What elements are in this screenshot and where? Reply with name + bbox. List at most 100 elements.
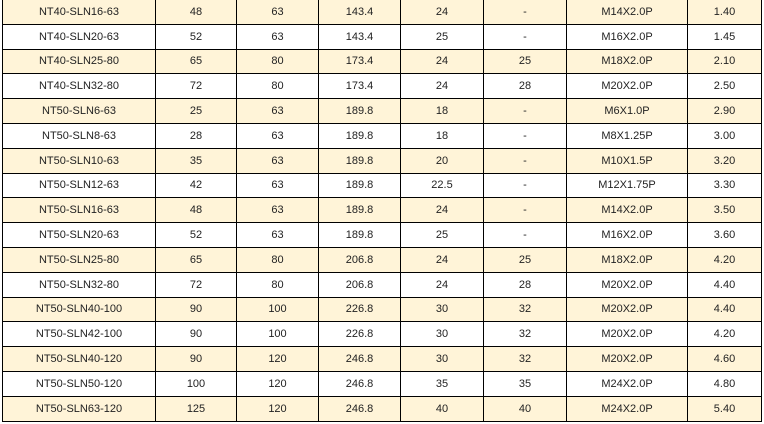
cell-model: NT40-SLN16-63 [2, 0, 156, 25]
cell-col-3: 63 [236, 147, 319, 174]
cell-col-3: 63 [236, 98, 319, 124]
cell-thread: M20X2.0P [566, 271, 688, 298]
cell-model: NT50-SLN8-63 [2, 122, 156, 149]
cell-col-2: 90 [155, 346, 237, 372]
cell-model: NT50-SLN50-120 [2, 370, 156, 397]
cell-thread: M12X1.75P [566, 172, 688, 199]
cell-weight: 4.20 [687, 246, 762, 273]
cell-model: NT50-SLN12-63 [2, 172, 156, 199]
cell-col-2: 42 [155, 172, 237, 199]
cell-weight: 5.40 [687, 395, 762, 422]
cell-thread: M14X2.0P [566, 197, 688, 224]
table-row: NT50-SLN32-80 72 80 206.8 24 28 M20X2.0P 4.40 [2, 271, 762, 298]
cell-col-2: 65 [155, 246, 237, 273]
cell-col-6: 32 [483, 346, 567, 372]
cell-col-4: 246.8 [318, 346, 401, 372]
cell-model: NT50-SLN40-120 [2, 346, 156, 372]
cell-col-2: 72 [155, 271, 237, 298]
cell-col-6: 32 [483, 296, 567, 323]
cell-col-2: 90 [155, 321, 237, 348]
cell-thread: M16X2.0P [566, 23, 688, 50]
cell-model: NT50-SLN6-63 [2, 98, 156, 124]
cell-col-3: 63 [236, 122, 319, 149]
cell-thread: M20X2.0P [566, 73, 688, 100]
cell-col-5: 24 [400, 271, 484, 298]
cell-col-3: 63 [236, 197, 319, 224]
table-row: NT50-SLN63-120 125 120 246.8 40 40 M24X2.0P 5.4… [2, 395, 762, 422]
cell-col-2: 65 [155, 48, 237, 75]
cell-col-4: 173.4 [318, 48, 401, 75]
table-row: NT40-SLN32-80 72 80 173.4 24 28 M20X2.0P 2.50 [2, 73, 762, 100]
cell-col-4: 143.4 [318, 23, 401, 50]
cell-col-5: 25 [400, 222, 484, 248]
cell-col-3: 120 [236, 395, 319, 422]
table-row: NT50-SLN42-100 90 100 226.8 30 32 M20X2.0P 4.20 [2, 321, 762, 348]
cell-col-2: 100 [155, 370, 237, 397]
cell-weight: 4.20 [687, 321, 762, 348]
cell-col-6: 28 [483, 73, 567, 100]
cell-weight: 4.60 [687, 346, 762, 372]
cell-col-4: 189.8 [318, 222, 401, 248]
table-row: NT50-SLN10-63 35 63 189.8 20- M10X1.5P 3.20 [2, 147, 762, 174]
cell-col-2: 52 [155, 222, 237, 248]
cell-col-6: - [483, 0, 567, 25]
cell-model: NT40-SLN32-80 [2, 73, 156, 100]
cell-col-2: 48 [155, 0, 237, 25]
cell-weight: 4.40 [687, 296, 762, 323]
cell-col-5: 35 [400, 370, 484, 397]
table-row: NT40-SLN16-63 48 63 143.4 24- M14X2.0P 1.40 [2, 0, 762, 25]
cell-col-6: 25 [483, 246, 567, 273]
cell-col-4: 189.8 [318, 172, 401, 199]
cell-weight: 3.60 [687, 222, 762, 248]
cell-col-2: 25 [155, 98, 237, 124]
cell-weight: 3.50 [687, 197, 762, 224]
cell-col-3: 100 [236, 321, 319, 348]
cell-thread: M8X1.25P [566, 122, 688, 149]
cell-thread: M24X2.0P [566, 395, 688, 422]
cell-col-6: - [483, 23, 567, 50]
cell-col-5: 40 [400, 395, 484, 422]
cell-col-4: 226.8 [318, 321, 401, 348]
cell-col-2: 52 [155, 23, 237, 50]
cell-thread: M24X2.0P [566, 370, 688, 397]
cell-thread: M18X2.0P [566, 48, 688, 75]
cell-thread: M14X2.0P [566, 0, 688, 25]
cell-col-3: 63 [236, 23, 319, 50]
cell-model: NT40-SLN20-63 [2, 23, 156, 50]
cell-col-4: 206.8 [318, 271, 401, 298]
cell-col-2: 72 [155, 73, 237, 100]
cell-col-5: 24 [400, 73, 484, 100]
cell-col-6: 25 [483, 48, 567, 75]
table-row: NT40-SLN20-63 52 63 143.4 25- M16X2.0P 1.45 [2, 23, 762, 50]
cell-col-3: 80 [236, 246, 319, 273]
cell-model: NT50-SLN40-100 [2, 296, 156, 323]
cell-col-3: 63 [236, 172, 319, 199]
cell-col-2: 90 [155, 296, 237, 323]
cell-weight: 3.00 [687, 122, 762, 149]
cell-model: NT50-SLN20-63 [2, 222, 156, 248]
table-row: NT50-SLN16-63 48 63 189.8 24- M14X2.0P 3.50 [2, 197, 762, 224]
cell-col-4: 173.4 [318, 73, 401, 100]
cell-col-5: 30 [400, 296, 484, 323]
cell-col-6: - [483, 122, 567, 149]
table-row: NT50-SLN40-120 90 120 246.8 30 32 M20X2.0P 4.60 [2, 346, 762, 372]
cell-weight: 4.40 [687, 271, 762, 298]
cell-col-4: 246.8 [318, 370, 401, 397]
cell-col-5: 24 [400, 48, 484, 75]
cell-col-3: 100 [236, 296, 319, 323]
cell-thread: M20X2.0P [566, 296, 688, 323]
cell-model: NT50-SLN16-63 [2, 197, 156, 224]
table-row: NT50-SLN25-80 65 80 206.8 24 25 M18X2.0P 4.20 [2, 246, 762, 273]
cell-col-6: 32 [483, 321, 567, 348]
cell-col-6: - [483, 98, 567, 124]
cell-col-4: 226.8 [318, 296, 401, 323]
cell-weight: 4.80 [687, 370, 762, 397]
cell-col-4: 143.4 [318, 0, 401, 25]
cell-col-5: 25 [400, 23, 484, 50]
cell-weight: 1.40 [687, 0, 762, 25]
cell-col-5: 24 [400, 197, 484, 224]
cell-col-5: 24 [400, 246, 484, 273]
cell-col-6: - [483, 147, 567, 174]
